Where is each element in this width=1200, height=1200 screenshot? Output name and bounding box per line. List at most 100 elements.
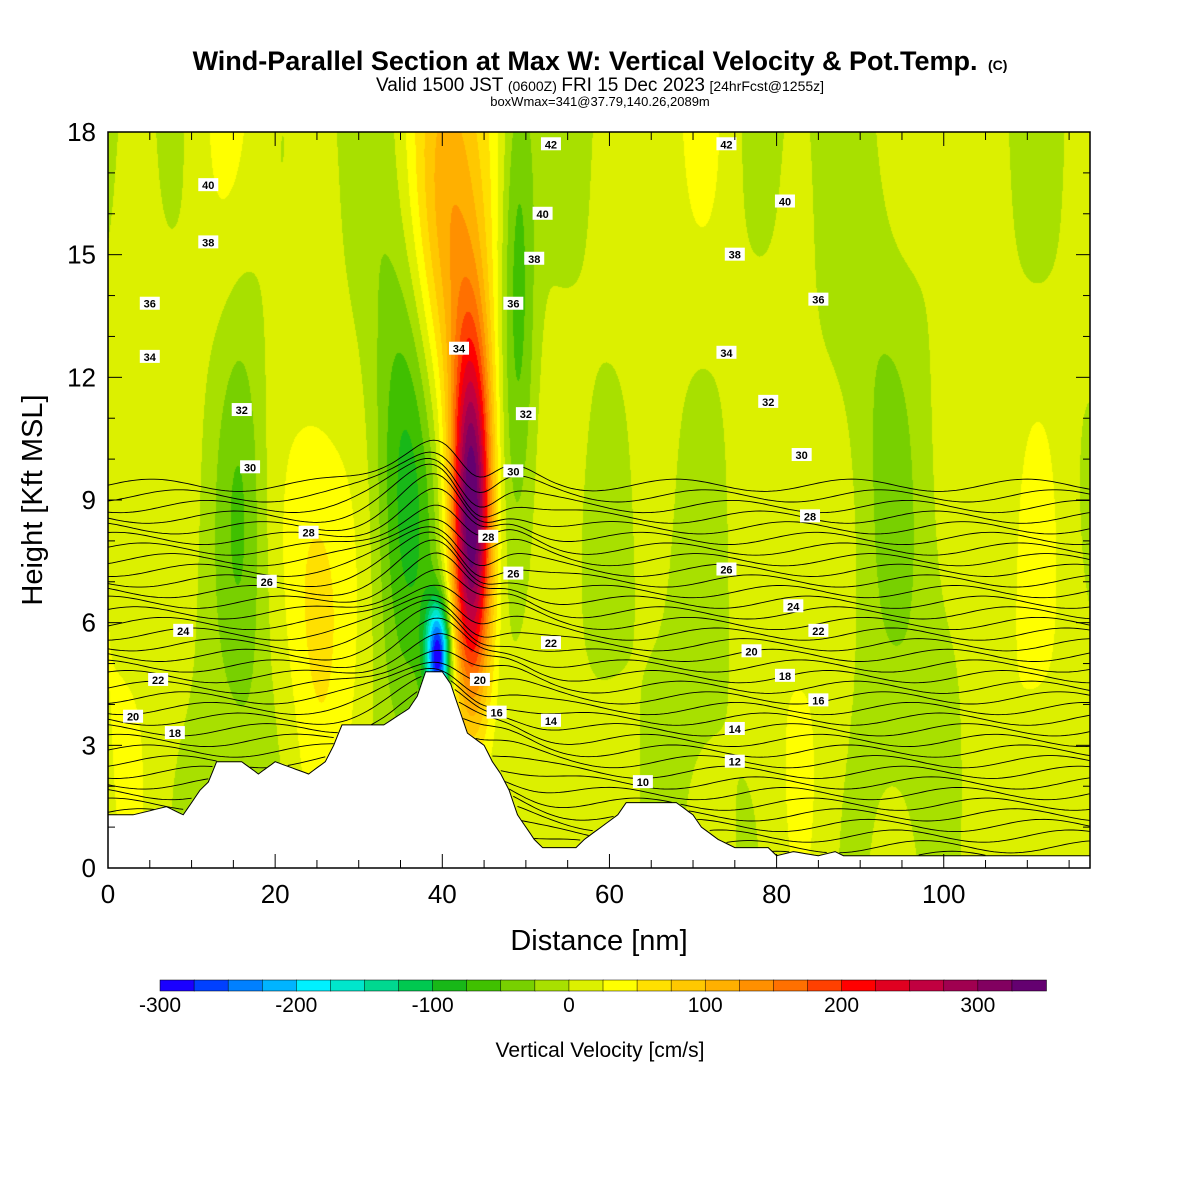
theta-label-text: 42 [720, 139, 732, 151]
theta-label-text: 42 [545, 139, 557, 151]
potential-temperature-labels: 42 42 40 40 40 38 38 38 36 36 36 34 34 34 32 32 32 30 30 30… [123, 137, 829, 789]
theta-label-bg [540, 636, 561, 650]
theta-label-text: 32 [520, 409, 532, 421]
colorbar-tick-label: -100 [412, 994, 454, 1017]
copyright-mark: (C) [988, 57, 1007, 73]
theta-label-text: 16 [490, 708, 502, 720]
theta-contour-23 [107, 667, 1091, 716]
theta-label: 24 [783, 599, 804, 613]
theta-label: 22 [148, 672, 169, 687]
x-tick-label: 60 [595, 879, 624, 909]
theta-label: 36 [808, 292, 829, 307]
theta-label: 34 [716, 345, 737, 360]
theta-label-bg [173, 623, 194, 637]
y-tick-label: 18 [67, 117, 96, 147]
colorbar: -300 -200 -100 0 100 200 300 [139, 979, 1047, 1017]
colorbar-swatch [466, 979, 502, 992]
theta-label-bg [503, 464, 524, 478]
theta-contour-38 [107, 504, 1091, 556]
theta-contour-32 [107, 569, 1091, 620]
colorbar-swatch [534, 979, 570, 992]
colorbar-swatch [193, 979, 229, 992]
theta-label-text: 40 [779, 197, 791, 209]
theta-label-text: 24 [787, 601, 800, 613]
theta-contour-24 [107, 661, 1091, 705]
theta-label: 22 [808, 623, 829, 638]
theta-label-bg [139, 296, 160, 310]
theta-label-bg [198, 178, 219, 192]
x-tick-label: 20 [261, 879, 290, 909]
theta-label-text: 38 [528, 254, 540, 266]
theta-label-bg [783, 599, 804, 613]
theta-label-bg [808, 292, 829, 306]
theta-contour-22 [107, 676, 1091, 726]
theta-label-bg [148, 672, 169, 686]
theta-label-bg [540, 713, 561, 727]
theta-contour-20 [107, 701, 1091, 748]
theta-label: 10 [632, 775, 653, 789]
theta-label-text: 40 [536, 209, 548, 221]
colorbar-tick-label: 300 [960, 994, 995, 1017]
theta-label-text: 16 [812, 695, 824, 707]
theta-contour-40 [107, 473, 1091, 535]
colorbar-tick-label: 0 [563, 994, 575, 1017]
valid-time-line: Valid 1500 JST (0600Z) FRI 15 Dec 2023 [… [376, 75, 824, 96]
theta-label-bg [758, 394, 779, 408]
theta-label-text: 38 [202, 237, 214, 249]
theta-label: 26 [716, 562, 737, 577]
theta-label: 36 [503, 296, 524, 311]
theta-contour-44 [107, 439, 1091, 492]
theta-label-bg [486, 705, 507, 719]
theta-label-bg [139, 349, 160, 363]
theta-label: 26 [503, 566, 524, 581]
theta-contour-39 [107, 487, 1091, 546]
theta-label-text: 20 [745, 646, 757, 658]
theta-label: 32 [758, 394, 779, 409]
colorbar-swatch [670, 979, 706, 992]
theta-label-bg [298, 525, 319, 539]
theta-label-bg [724, 247, 745, 261]
colorbar-swatch [841, 979, 877, 992]
theta-contour-13 [107, 795, 1091, 822]
theta-label-text: 20 [127, 712, 139, 724]
theta-label-bg [478, 529, 499, 543]
colorbar-tick-label: -300 [139, 994, 181, 1017]
theta-contour-9 [772, 850, 986, 856]
theta-label-bg [774, 668, 795, 682]
theta-label: 26 [256, 574, 277, 589]
y-tick-label: 3 [82, 730, 96, 760]
theta-label: 38 [724, 247, 745, 262]
theta-label-bg [469, 672, 490, 686]
theta-label-text: 30 [796, 450, 808, 462]
theta-contour-43 [107, 451, 1091, 503]
colorbar-swatch [364, 979, 400, 992]
theta-label-bg [240, 460, 261, 474]
theta-label-text: 36 [812, 295, 824, 307]
theta-label: 38 [524, 251, 545, 266]
theta-label-text: 36 [144, 299, 156, 311]
colorbar-swatch [773, 979, 809, 992]
theta-contour-42 [107, 458, 1091, 514]
theta-label-bg [724, 754, 745, 768]
theta-label-text: 28 [804, 511, 816, 523]
theta-label-text: 14 [545, 716, 558, 728]
theta-contour-27 [107, 617, 1091, 673]
theta-label: 34 [139, 349, 160, 364]
y-tick-label: 9 [82, 485, 96, 515]
colorbar-swatch [602, 979, 638, 992]
y-tick-label: 6 [82, 608, 96, 638]
theta-label-text: 18 [169, 728, 181, 740]
theta-label-bg [198, 235, 219, 249]
theta-label-bg [256, 574, 277, 588]
theta-label-bg [808, 623, 829, 637]
theta-contour-41 [107, 463, 1091, 524]
theta-label: 38 [198, 235, 219, 249]
theta-contour-19 [107, 718, 1091, 758]
y-tick-label: 12 [67, 362, 96, 392]
theta-label-bg [791, 448, 812, 462]
x-tick-label: 80 [762, 879, 791, 909]
theta-label: 24 [173, 623, 194, 638]
y-tick-label: 15 [67, 240, 96, 270]
colorbar-swatch [704, 979, 741, 992]
